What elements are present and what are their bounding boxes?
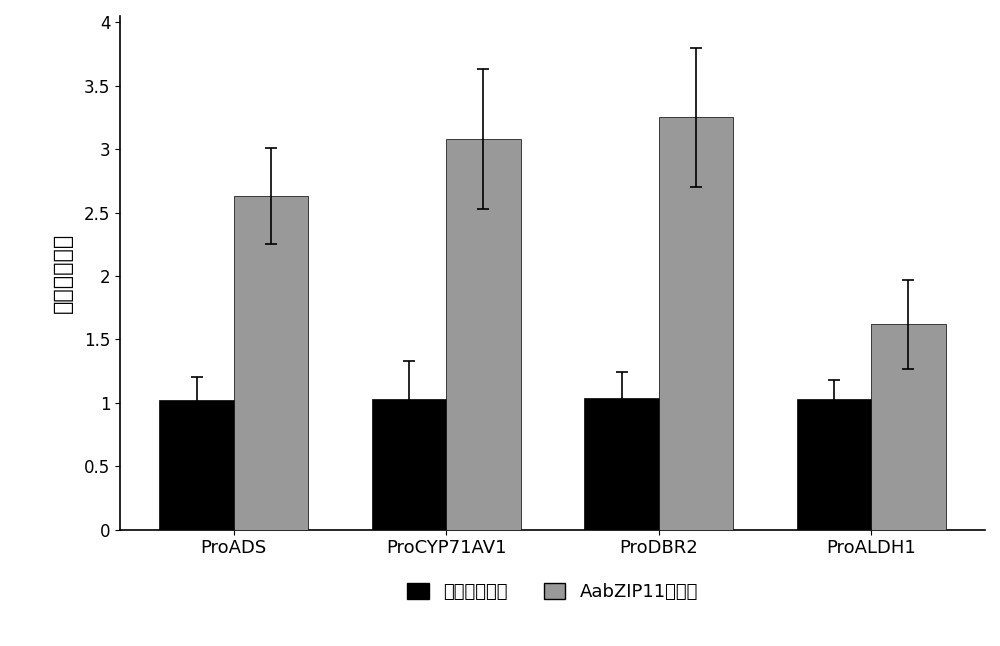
Bar (797, 399, 871, 530)
Bar (446, 139, 521, 530)
Bar (584, 398, 659, 530)
Bar (659, 118, 733, 530)
Bar (871, 324, 946, 530)
Legend: 空载体对照组, AabZIP11实验组: 空载体对照组, AabZIP11实验组 (400, 576, 705, 608)
Y-axis label: 相对荧光强度: 相对荧光强度 (53, 233, 73, 313)
Bar (159, 401, 234, 530)
Bar (234, 196, 308, 530)
Bar (372, 399, 446, 530)
